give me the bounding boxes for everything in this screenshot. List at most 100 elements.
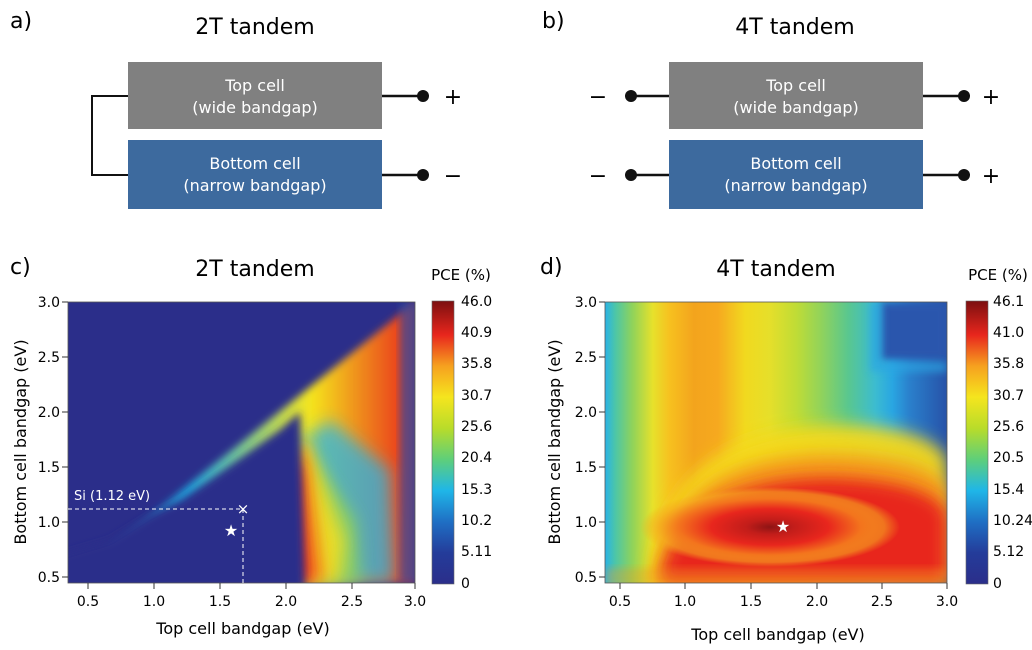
colorbar-gradient [431, 300, 455, 585]
colorbar-tick: 30.7 [993, 388, 1024, 404]
series-connection-wire [91, 95, 128, 176]
top-cell-box [669, 62, 923, 129]
colorbar-tick: 5.12 [993, 544, 1024, 560]
colorbar-tick: 25.6 [461, 419, 492, 435]
bottom-left-terminal-sign: − [589, 164, 607, 189]
bottom-cell-label-1: Bottom cell [750, 154, 841, 173]
colorbar-gradient [965, 300, 989, 585]
y-tick-label: 1.0 [38, 515, 60, 531]
heatmap-d-upper-right-corner [880, 302, 947, 360]
top-right-terminal-sign: + [982, 85, 1000, 110]
heatmap-d-hotspot [640, 487, 900, 567]
colorbar-tick: 35.8 [993, 356, 1024, 372]
panel-b-letter: b) [542, 9, 565, 34]
x-tick-label: 2.0 [275, 594, 297, 610]
panel-b: b) 4T tandem Top cell (wide bandgap) Bot… [542, 9, 1000, 209]
x-axis-label: Top cell bandgap (eV) [155, 619, 329, 638]
panel-d-letter: d) [540, 255, 563, 280]
x-tick-label: 1.5 [209, 594, 231, 610]
heatmap-d [605, 302, 947, 583]
colorbar-tick: 0 [461, 576, 470, 592]
x-tick-label: 3.0 [936, 594, 958, 610]
x-tick-label: 2.0 [806, 594, 828, 610]
si-reference: Si (1.12 eV) × [68, 489, 249, 583]
x-tick-label: 2.5 [341, 594, 363, 610]
y-tick-label: 2.5 [38, 350, 60, 366]
max-efficiency-star-d: ★ [776, 517, 790, 536]
x-tick-label: 1.0 [143, 594, 165, 610]
y-tick-label: 3.0 [38, 295, 60, 311]
y-tick-label: 2.5 [575, 350, 597, 366]
colorbar-tick: 46.0 [461, 294, 492, 310]
y-axis-label: Bottom cell bandgap (eV) [11, 339, 30, 544]
panel-d: d) 4T tandem ★ 0.5 1.0 1.5 2.0 2.5 [540, 255, 1032, 644]
d-colorbar: PCE (%) 46.1 41.0 35.8 30.7 25.6 20.5 15… [965, 266, 1032, 592]
colorbar-tick: 30.7 [461, 388, 492, 404]
panel-c-title: 2T tandem [195, 257, 314, 282]
colorbar-tick: 35.8 [461, 356, 492, 372]
colorbar-tick: 10.24 [993, 513, 1032, 529]
x-tick-label: 2.5 [871, 594, 893, 610]
panel-c-letter: c) [10, 255, 31, 280]
panel-a: a) 2T tandem Top cell (wide bandgap) Bot… [10, 9, 462, 209]
bottom-cell-label-2: (narrow bandgap) [724, 176, 867, 195]
colorbar-tick: 20.5 [993, 450, 1024, 466]
colorbar-tick: 46.1 [993, 294, 1024, 310]
c-colorbar: PCE (%) 46.0 40.9 35.8 30.7 25.6 20.4 15… [431, 266, 492, 592]
panel-a-letter: a) [10, 9, 32, 34]
heatmap-c [68, 302, 415, 583]
bottom-cell-label-2: (narrow bandgap) [183, 176, 326, 195]
top-right-terminal-dot [958, 90, 970, 102]
top-cell-box [128, 62, 382, 129]
top-terminal-sign: + [444, 85, 462, 110]
x-tick-label: 3.0 [404, 594, 426, 610]
heatmap-d-bottom-edge [605, 568, 947, 583]
c-x-axis: 0.5 1.0 1.5 2.0 2.5 3.0 Top cell bandgap… [77, 583, 426, 638]
bottom-cell-label-1: Bottom cell [209, 154, 300, 173]
x-tick-label: 0.5 [77, 594, 99, 610]
heatmap-c-right-strip [400, 302, 415, 583]
y-tick-label: 1.5 [575, 460, 597, 476]
y-tick-label: 1.0 [575, 515, 597, 531]
x-tick-label: 0.5 [609, 594, 631, 610]
panel-b-title: 4T tandem [735, 15, 854, 40]
heatmap-d-frame [604, 301, 948, 584]
colorbar-tick: 25.6 [993, 419, 1024, 435]
d-y-axis: 0.5 1.0 1.5 2.0 2.5 3.0 Bottom cell band… [545, 295, 605, 586]
colorbar-tick: 40.9 [461, 325, 492, 341]
y-tick-label: 1.5 [38, 460, 60, 476]
y-tick-label: 2.0 [38, 405, 60, 421]
colorbar-tick: 15.4 [993, 482, 1024, 498]
y-tick-label: 0.5 [38, 570, 60, 586]
bottom-cell-box [669, 140, 923, 209]
y-axis-label: Bottom cell bandgap (eV) [545, 339, 564, 544]
bottom-cell-box [128, 140, 382, 209]
top-cell-label-2: (wide bandgap) [733, 98, 858, 117]
colorbar-title: PCE (%) [968, 266, 1028, 284]
bottom-right-terminal-dot [958, 169, 970, 181]
colorbar-tick: 5.11 [461, 544, 492, 560]
bottom-terminal-dot [417, 169, 429, 181]
top-terminal-dot [417, 90, 429, 102]
max-efficiency-star-c: ★ [224, 521, 238, 540]
top-cell-label-1: Top cell [224, 76, 285, 95]
colorbar-tick: 10.2 [461, 513, 492, 529]
bottom-terminal-sign: − [444, 164, 462, 189]
bottom-right-terminal-sign: + [982, 164, 1000, 189]
panel-d-title: 4T tandem [716, 257, 835, 282]
colorbar-title: PCE (%) [431, 266, 491, 284]
colorbar-tick: 20.4 [461, 450, 492, 466]
heatmap-c-lower-mask [68, 412, 305, 583]
colorbar-tick: 15.3 [461, 482, 492, 498]
top-left-terminal-sign: − [589, 85, 607, 110]
si-cross-marker: × [237, 500, 250, 518]
colorbar-tick: 41.0 [993, 325, 1024, 341]
panel-c: c) 2T tandem Si (1.12 eV) × ★ [10, 255, 492, 638]
top-cell-label-2: (wide bandgap) [192, 98, 317, 117]
colorbar-tick: 0 [993, 576, 1002, 592]
d-x-axis: 0.5 1.0 1.5 2.0 2.5 3.0 Top cell bandgap… [609, 583, 958, 644]
heatmap-d-corner-edge [870, 302, 947, 372]
y-tick-label: 0.5 [575, 570, 597, 586]
panel-a-title: 2T tandem [195, 15, 314, 40]
